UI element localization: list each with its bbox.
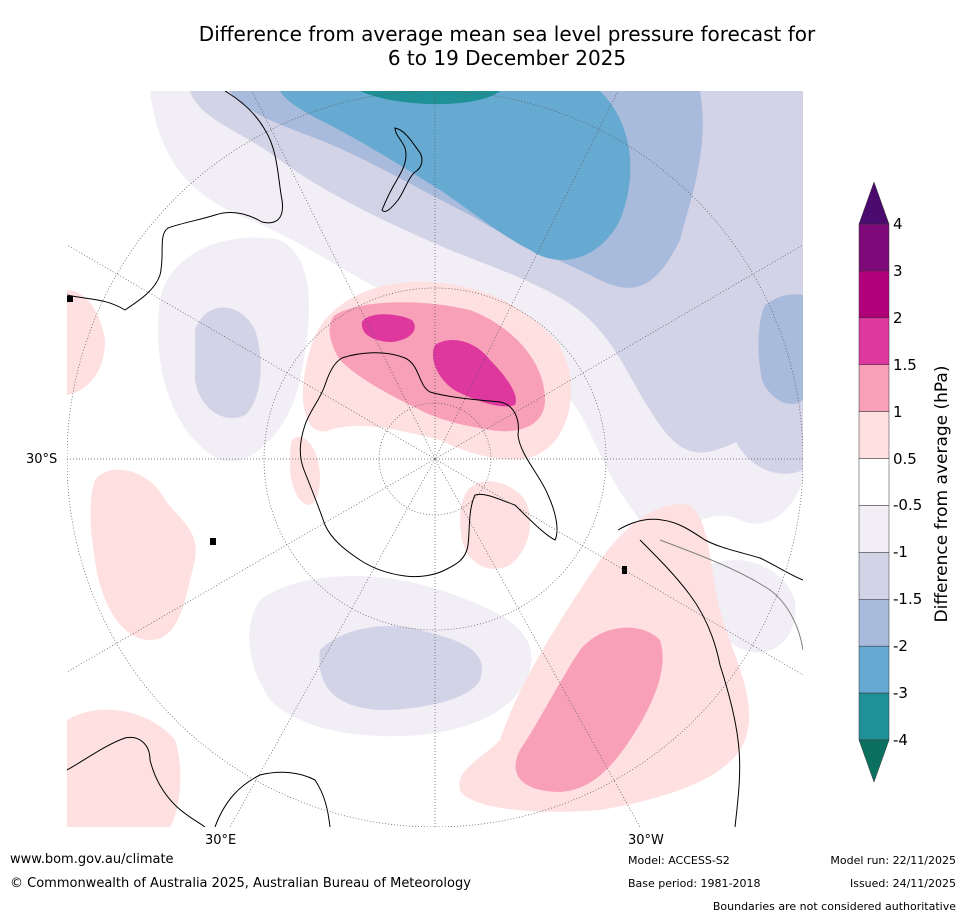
anomaly-region-positive-antarctica-strong-2 xyxy=(432,340,516,407)
colorbar-segment xyxy=(858,692,890,741)
anomaly-region-positive-west-antarctica xyxy=(290,436,320,505)
colorbar-tick-label: 0.5 xyxy=(893,449,917,468)
anomaly-region-positive-south-atlantic-moderate xyxy=(515,627,663,792)
anomaly-region-negative-east-strong xyxy=(758,294,803,404)
boundary-disclaimer: Boundaries are not considered authoritat… xyxy=(712,900,956,913)
africa-coastline-2 xyxy=(214,771,331,827)
colorbar-tick-label: 1.5 xyxy=(893,355,917,374)
anomaly-region-positive-antarctica-strong-1 xyxy=(361,314,415,342)
anomaly-region-positive-weddell xyxy=(460,481,530,569)
australia-coastline xyxy=(67,91,284,311)
colorbar-tick-label: 3 xyxy=(893,261,903,280)
colorbar-segment xyxy=(858,411,890,459)
website-link[interactable]: www.bom.gov.au/climate xyxy=(10,852,174,867)
anomaly-region-negative-west-moderate xyxy=(195,307,261,419)
issued-date: Issued: 24/11/2025 xyxy=(849,877,956,890)
longitude-label-30w: 30°W xyxy=(628,833,664,848)
colorbar-segment xyxy=(858,364,890,412)
colorbar-segment xyxy=(858,505,890,553)
colorbar-extend-min xyxy=(858,739,890,783)
graticule-meridian xyxy=(67,244,436,460)
colorbar-extend-max xyxy=(858,181,890,225)
south-america-coastline-2 xyxy=(639,539,741,827)
island xyxy=(210,538,216,545)
island xyxy=(67,296,73,302)
colorbar-tick-label: -1.5 xyxy=(893,590,923,609)
chart-title: Difference from average mean sea level p… xyxy=(0,22,965,70)
colorbar-segment xyxy=(858,552,890,600)
copyright: © Commonwealth of Australia 2025, Austra… xyxy=(10,876,471,891)
antarctica-coastline xyxy=(299,352,558,578)
colorbar-tick-label: -0.5 xyxy=(893,496,923,515)
anomaly-region-negative-north-strongest xyxy=(360,91,500,105)
graticule-latitude-circle xyxy=(263,287,607,631)
anomaly-region-negative-south-moderate xyxy=(319,626,482,710)
latitude-label-30s: 30°S xyxy=(26,452,58,467)
graticule-meridian xyxy=(67,458,436,673)
title-line-1: Difference from average mean sea level p… xyxy=(198,22,816,46)
south-america-coastline xyxy=(617,518,803,581)
graticule-meridian xyxy=(434,91,619,460)
graticule-meridian xyxy=(251,91,436,460)
colorbar-segment xyxy=(858,317,890,365)
colorbar-tick-label: -3 xyxy=(893,684,908,703)
colorbar-segment xyxy=(858,599,890,647)
anomaly-region-positive-indian-ocean xyxy=(90,469,196,640)
graticule-meridian xyxy=(434,458,803,676)
model-run-date: Model run: 22/11/2025 xyxy=(830,854,956,867)
colorbar-tick-label: 2 xyxy=(893,308,903,327)
graticule-meridian xyxy=(229,458,436,827)
colorbar-segment xyxy=(858,223,890,272)
colorbar-tick-label: -1 xyxy=(893,543,908,562)
colorbar-segment xyxy=(858,458,890,506)
graticule-meridian xyxy=(434,458,641,827)
title-line-2: 6 to 19 December 2025 xyxy=(387,46,627,70)
model-name: Model: ACCESS-S2 xyxy=(628,854,730,867)
anomaly-region-positive-southwest xyxy=(67,709,181,827)
longitude-label-30e: 30°E xyxy=(205,833,237,848)
south-america-coastline-3 xyxy=(659,539,803,651)
colorbar-tick-label: -2 xyxy=(893,637,908,656)
colorbar-tick-label: -4 xyxy=(893,731,908,749)
base-period: Base period: 1981-2018 xyxy=(628,877,761,890)
graticule-meridian xyxy=(434,244,803,460)
africa-coastline xyxy=(67,736,206,827)
colorbar-tick-label: 4 xyxy=(893,215,903,233)
colorbar-segment xyxy=(858,270,890,319)
colorbar-segment xyxy=(858,645,890,694)
colorbar-tick-label: 1 xyxy=(893,402,903,421)
anomaly-region-negative-north-stronger xyxy=(280,91,631,260)
new-zealand-coastline xyxy=(381,127,423,213)
colorbar-label: Difference from average (hPa) xyxy=(932,365,952,623)
